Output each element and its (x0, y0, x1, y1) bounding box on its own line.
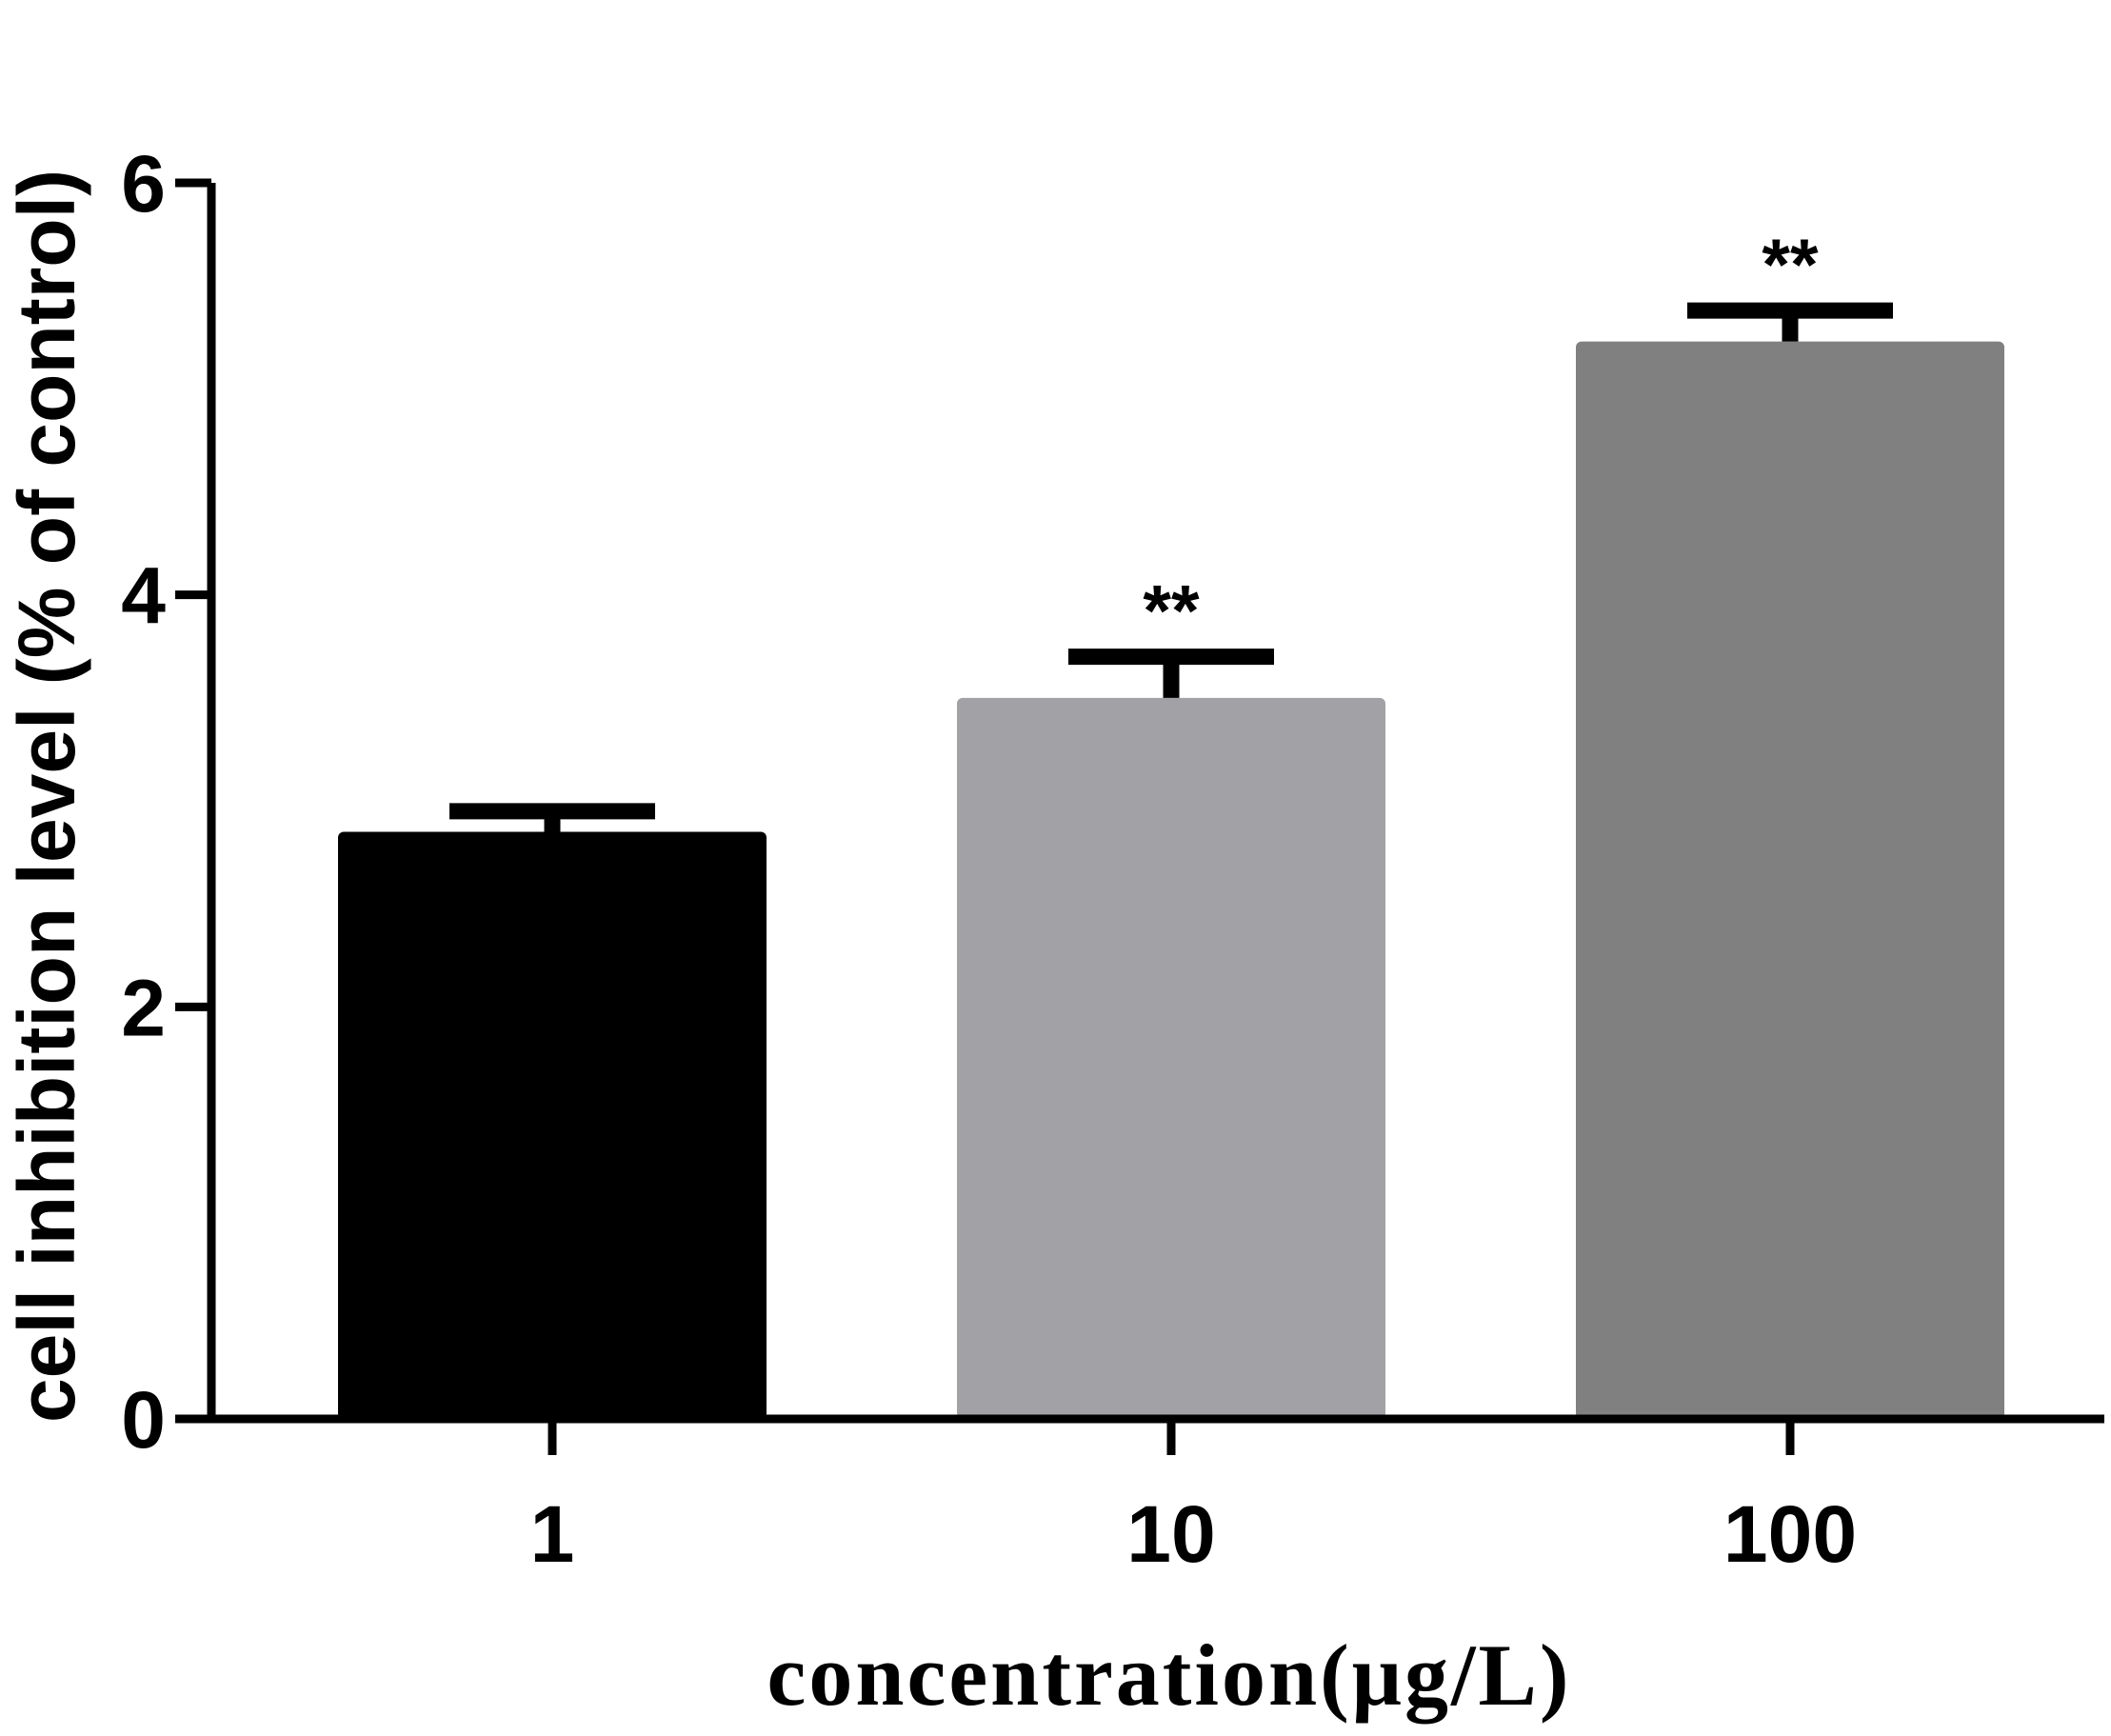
labels-layer: 1 ** 10 ** 100 0 2 4 6 (121, 139, 1857, 1579)
axes-layer (175, 178, 2104, 1455)
bar-100 (1576, 341, 2004, 1419)
x-tick-label-1: 1 (530, 1489, 575, 1579)
y-tick-label-2: 2 (121, 963, 166, 1052)
significance-marker-10: ** (1143, 571, 1200, 652)
bar-10 (957, 697, 1385, 1419)
y-axis-title: cell inhibition level (% of control) (2, 170, 91, 1423)
y-tick-label-0: 0 (121, 1375, 166, 1465)
y-tick-label-4: 4 (121, 551, 166, 641)
x-tick-label-10: 10 (1126, 1489, 1215, 1579)
error-bars-layer (449, 302, 1893, 832)
x-tick-label-100: 100 (1723, 1489, 1857, 1579)
significance-marker-100: ** (1762, 225, 1819, 306)
x-axis-title: concentration(μg/L) (767, 1626, 1571, 1724)
bars-layer (338, 341, 2004, 1419)
y-tick-label-6: 6 (121, 139, 166, 229)
bar-1 (338, 831, 767, 1419)
